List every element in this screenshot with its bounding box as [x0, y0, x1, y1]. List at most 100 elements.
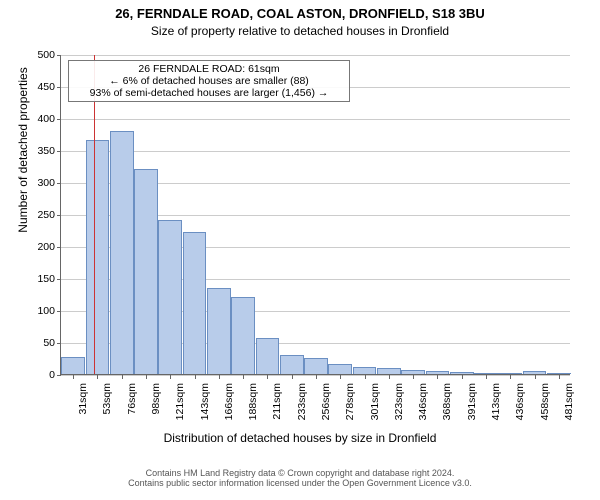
histogram-bar — [256, 338, 280, 374]
histogram-bar — [110, 131, 134, 374]
xtick-label: 481sqm — [563, 383, 575, 420]
histogram-bar — [304, 358, 328, 374]
chart-container: 26, FERNDALE ROAD, COAL ASTON, DRONFIELD… — [0, 0, 600, 500]
xtick-mark — [365, 375, 366, 379]
ytick-label: 350 — [25, 145, 55, 157]
xtick-label: 413sqm — [490, 383, 502, 420]
xtick-mark — [170, 375, 171, 379]
ytick-mark — [57, 311, 61, 312]
gridline — [61, 151, 570, 152]
xtick-label: 188sqm — [247, 383, 259, 420]
ytick-label: 0 — [25, 369, 55, 381]
xtick-label: 233sqm — [296, 383, 308, 420]
ytick-mark — [57, 151, 61, 152]
ytick-label: 100 — [25, 305, 55, 317]
histogram-bar — [231, 297, 255, 374]
xtick-label: 98sqm — [150, 383, 162, 415]
ytick-mark — [57, 375, 61, 376]
histogram-bar — [450, 372, 474, 374]
xtick-label: 31sqm — [77, 383, 89, 415]
histogram-bar — [353, 367, 377, 374]
xtick-label: 278sqm — [344, 383, 356, 420]
xtick-mark — [340, 375, 341, 379]
histogram-bar — [547, 373, 571, 374]
xtick-mark — [535, 375, 536, 379]
x-axis-label: Distribution of detached houses by size … — [0, 431, 600, 445]
xtick-mark — [97, 375, 98, 379]
xtick-label: 391sqm — [466, 383, 478, 420]
xtick-mark — [146, 375, 147, 379]
histogram-bar — [474, 373, 498, 374]
xtick-label: 166sqm — [223, 383, 235, 420]
ytick-label: 200 — [25, 241, 55, 253]
ytick-label: 400 — [25, 113, 55, 125]
annotation-box: 26 FERNDALE ROAD: 61sqm← 6% of detached … — [68, 60, 350, 102]
chart-title: 26, FERNDALE ROAD, COAL ASTON, DRONFIELD… — [0, 6, 600, 21]
ytick-mark — [57, 215, 61, 216]
ytick-mark — [57, 247, 61, 248]
gridline — [61, 55, 570, 56]
annotation-line: 26 FERNDALE ROAD: 61sqm — [73, 63, 345, 75]
license-line-1: Contains HM Land Registry data © Crown c… — [0, 468, 600, 478]
ytick-mark — [57, 183, 61, 184]
ytick-label: 50 — [25, 337, 55, 349]
histogram-bar — [207, 288, 231, 374]
ytick-label: 250 — [25, 209, 55, 221]
xtick-mark — [316, 375, 317, 379]
xtick-mark — [219, 375, 220, 379]
histogram-bar — [401, 370, 425, 374]
histogram-bar — [280, 355, 304, 374]
ytick-label: 300 — [25, 177, 55, 189]
xtick-label: 76sqm — [126, 383, 138, 415]
ytick-mark — [57, 279, 61, 280]
xtick-mark — [389, 375, 390, 379]
reference-line — [94, 55, 95, 374]
xtick-mark — [462, 375, 463, 379]
histogram-bar — [498, 373, 522, 374]
ytick-mark — [57, 87, 61, 88]
annotation-line: ← 6% of detached houses are smaller (88) — [73, 75, 345, 87]
xtick-label: 143sqm — [199, 383, 211, 420]
xtick-mark — [267, 375, 268, 379]
xtick-label: 368sqm — [441, 383, 453, 420]
xtick-label: 53sqm — [101, 383, 113, 415]
xtick-mark — [437, 375, 438, 379]
xtick-label: 256sqm — [320, 383, 332, 420]
histogram-bar — [523, 371, 547, 374]
histogram-bar — [377, 368, 401, 374]
xtick-mark — [73, 375, 74, 379]
ytick-label: 150 — [25, 273, 55, 285]
xtick-mark — [195, 375, 196, 379]
ytick-mark — [57, 343, 61, 344]
histogram-bar — [183, 232, 207, 374]
gridline — [61, 119, 570, 120]
xtick-label: 323sqm — [393, 383, 405, 420]
xtick-mark — [122, 375, 123, 379]
histogram-bar — [61, 357, 85, 374]
xtick-mark — [510, 375, 511, 379]
xtick-mark — [486, 375, 487, 379]
plot-area: 05010015020025030035040045050031sqm53sqm… — [60, 55, 570, 375]
histogram-bar — [134, 169, 158, 374]
xtick-label: 458sqm — [539, 383, 551, 420]
chart-subtitle: Size of property relative to detached ho… — [0, 24, 600, 38]
xtick-label: 211sqm — [271, 383, 283, 420]
xtick-mark — [559, 375, 560, 379]
license-text: Contains HM Land Registry data © Crown c… — [0, 468, 600, 488]
histogram-bar — [426, 371, 450, 374]
histogram-bar — [328, 364, 352, 374]
xtick-mark — [292, 375, 293, 379]
xtick-label: 436sqm — [514, 383, 526, 420]
xtick-label: 301sqm — [369, 383, 381, 420]
ytick-mark — [57, 55, 61, 56]
xtick-mark — [243, 375, 244, 379]
ytick-mark — [57, 119, 61, 120]
histogram-bar — [86, 140, 110, 374]
license-line-2: Contains public sector information licen… — [0, 478, 600, 488]
xtick-label: 346sqm — [417, 383, 429, 420]
histogram-bar — [158, 220, 182, 374]
xtick-mark — [413, 375, 414, 379]
ytick-label: 500 — [25, 49, 55, 61]
annotation-line: 93% of semi-detached houses are larger (… — [73, 87, 345, 99]
xtick-label: 121sqm — [174, 383, 186, 420]
